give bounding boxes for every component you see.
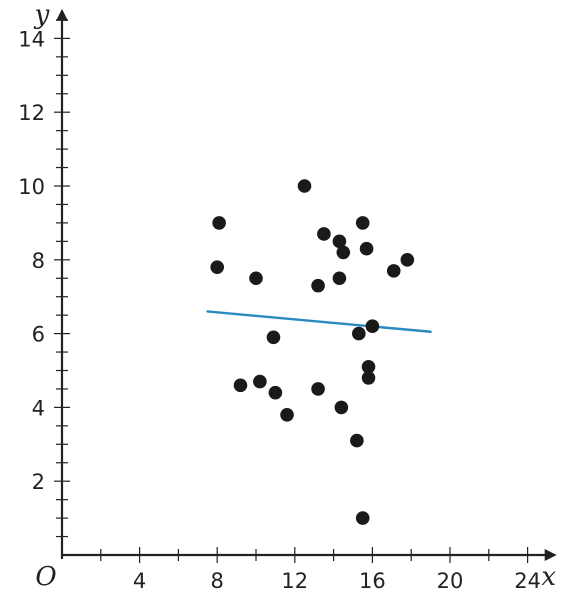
x-tick-label: 12 [281, 569, 308, 593]
y-tick-label: 2 [32, 470, 45, 494]
y-tick-label: 10 [18, 175, 45, 199]
y-tick-label: 12 [18, 101, 45, 125]
data-point [365, 319, 380, 334]
data-point [361, 360, 376, 374]
data-point [386, 264, 401, 278]
x-tick-label: 20 [437, 569, 464, 593]
x-axis-label: x [541, 562, 556, 592]
data-point [233, 378, 248, 393]
y-tick-label: 4 [32, 396, 45, 420]
data-point [350, 433, 364, 448]
y-tick-label: 14 [18, 27, 45, 51]
data-point [266, 330, 281, 345]
x-tick-label: 16 [359, 569, 386, 593]
data-point [352, 326, 366, 341]
x-tick-label: 8 [211, 569, 224, 593]
data-point [253, 374, 267, 389]
data-point [280, 407, 294, 422]
x-axis-arrow [544, 549, 557, 561]
data-point [332, 271, 347, 286]
data-point [311, 278, 325, 293]
data-point [268, 385, 283, 400]
data-point [355, 511, 370, 525]
y-axis-label: y [34, 0, 50, 30]
data-point [355, 216, 370, 230]
data-point [210, 260, 224, 274]
data-point [212, 216, 226, 230]
data-point [311, 382, 325, 396]
data-point [361, 371, 376, 385]
y-axis-arrow [56, 8, 68, 21]
data-point [249, 271, 263, 286]
data-point [334, 400, 349, 415]
x-tick-label: 24 [514, 569, 541, 593]
data-point [336, 245, 351, 260]
data-point [297, 179, 312, 193]
origin-label: O [35, 562, 56, 592]
y-tick-label: 6 [32, 323, 45, 347]
data-point [400, 252, 415, 267]
data-point [359, 241, 374, 256]
y-tick-label: 8 [32, 249, 45, 273]
x-tick-label: 4 [133, 569, 146, 593]
data-point [317, 227, 331, 241]
trend-line [206, 310, 432, 333]
data-point [332, 234, 347, 249]
